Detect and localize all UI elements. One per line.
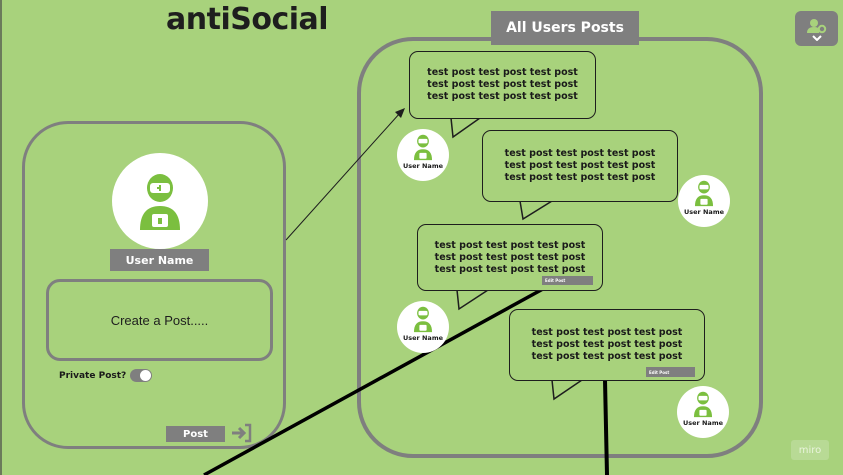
- private-post-toggle[interactable]: [130, 369, 153, 382]
- post-text-line: test post test post test post: [531, 327, 683, 338]
- post-text-line: test post test post test post: [434, 251, 586, 263]
- post-author-avatar[interactable]: User Name: [397, 301, 449, 353]
- toggle-knob: [140, 370, 152, 381]
- post-author-name: User Name: [402, 162, 444, 170]
- robot-avatar-icon: [413, 306, 433, 333]
- post-bubble: test post test post test post test post …: [409, 51, 596, 119]
- post-text-line: test post test post test post: [434, 239, 586, 251]
- robot-avatar-icon: [694, 180, 714, 207]
- post-text-line: test post test post test post: [434, 263, 586, 275]
- post-author-name: User Name: [682, 419, 724, 427]
- user-settings-button[interactable]: [795, 11, 838, 46]
- feed-title: All Users Posts: [491, 11, 639, 45]
- private-post-label: Private Post?: [59, 370, 127, 381]
- robot-avatar-icon: [140, 174, 180, 230]
- app-logo: antiSocial: [166, 2, 329, 37]
- post-text-line: test post test post test post: [427, 79, 578, 90]
- post-text-line: test post test post test post: [427, 67, 578, 78]
- post-author-name: User Name: [683, 208, 725, 216]
- post-author-name: User Name: [402, 334, 444, 342]
- edit-post-button[interactable]: Edit Post: [542, 276, 593, 285]
- user-gear-icon: [806, 18, 826, 41]
- board-edge: [0, 0, 2, 475]
- post-text-line: test post test post test post: [504, 148, 656, 159]
- robot-avatar-icon: [693, 391, 713, 418]
- post-text-line: test post test post test post: [531, 339, 683, 350]
- robot-avatar-icon: [413, 134, 433, 161]
- profile-username: User Name: [110, 249, 209, 271]
- post-text-line: test post test post test post: [531, 351, 683, 362]
- edit-post-button[interactable]: Edit Post: [646, 367, 695, 377]
- post-author-avatar[interactable]: User Name: [677, 386, 729, 438]
- create-post-input[interactable]: Create a Post.....: [46, 279, 273, 361]
- profile-avatar[interactable]: [112, 153, 208, 249]
- post-author-avatar[interactable]: User Name: [678, 175, 730, 227]
- private-post-row: Private Post?: [59, 368, 153, 383]
- post-bubble: test post test post test post test post …: [482, 130, 678, 202]
- post-text-line: test post test post test post: [504, 172, 656, 183]
- post-text-line: test post test post test post: [504, 160, 656, 171]
- sign-in-icon[interactable]: [231, 423, 253, 443]
- miro-watermark: miro: [791, 440, 829, 460]
- post-button[interactable]: Post: [166, 426, 225, 442]
- post-author-avatar[interactable]: User Name: [397, 129, 449, 181]
- post-text-line: test post test post test post: [427, 91, 578, 102]
